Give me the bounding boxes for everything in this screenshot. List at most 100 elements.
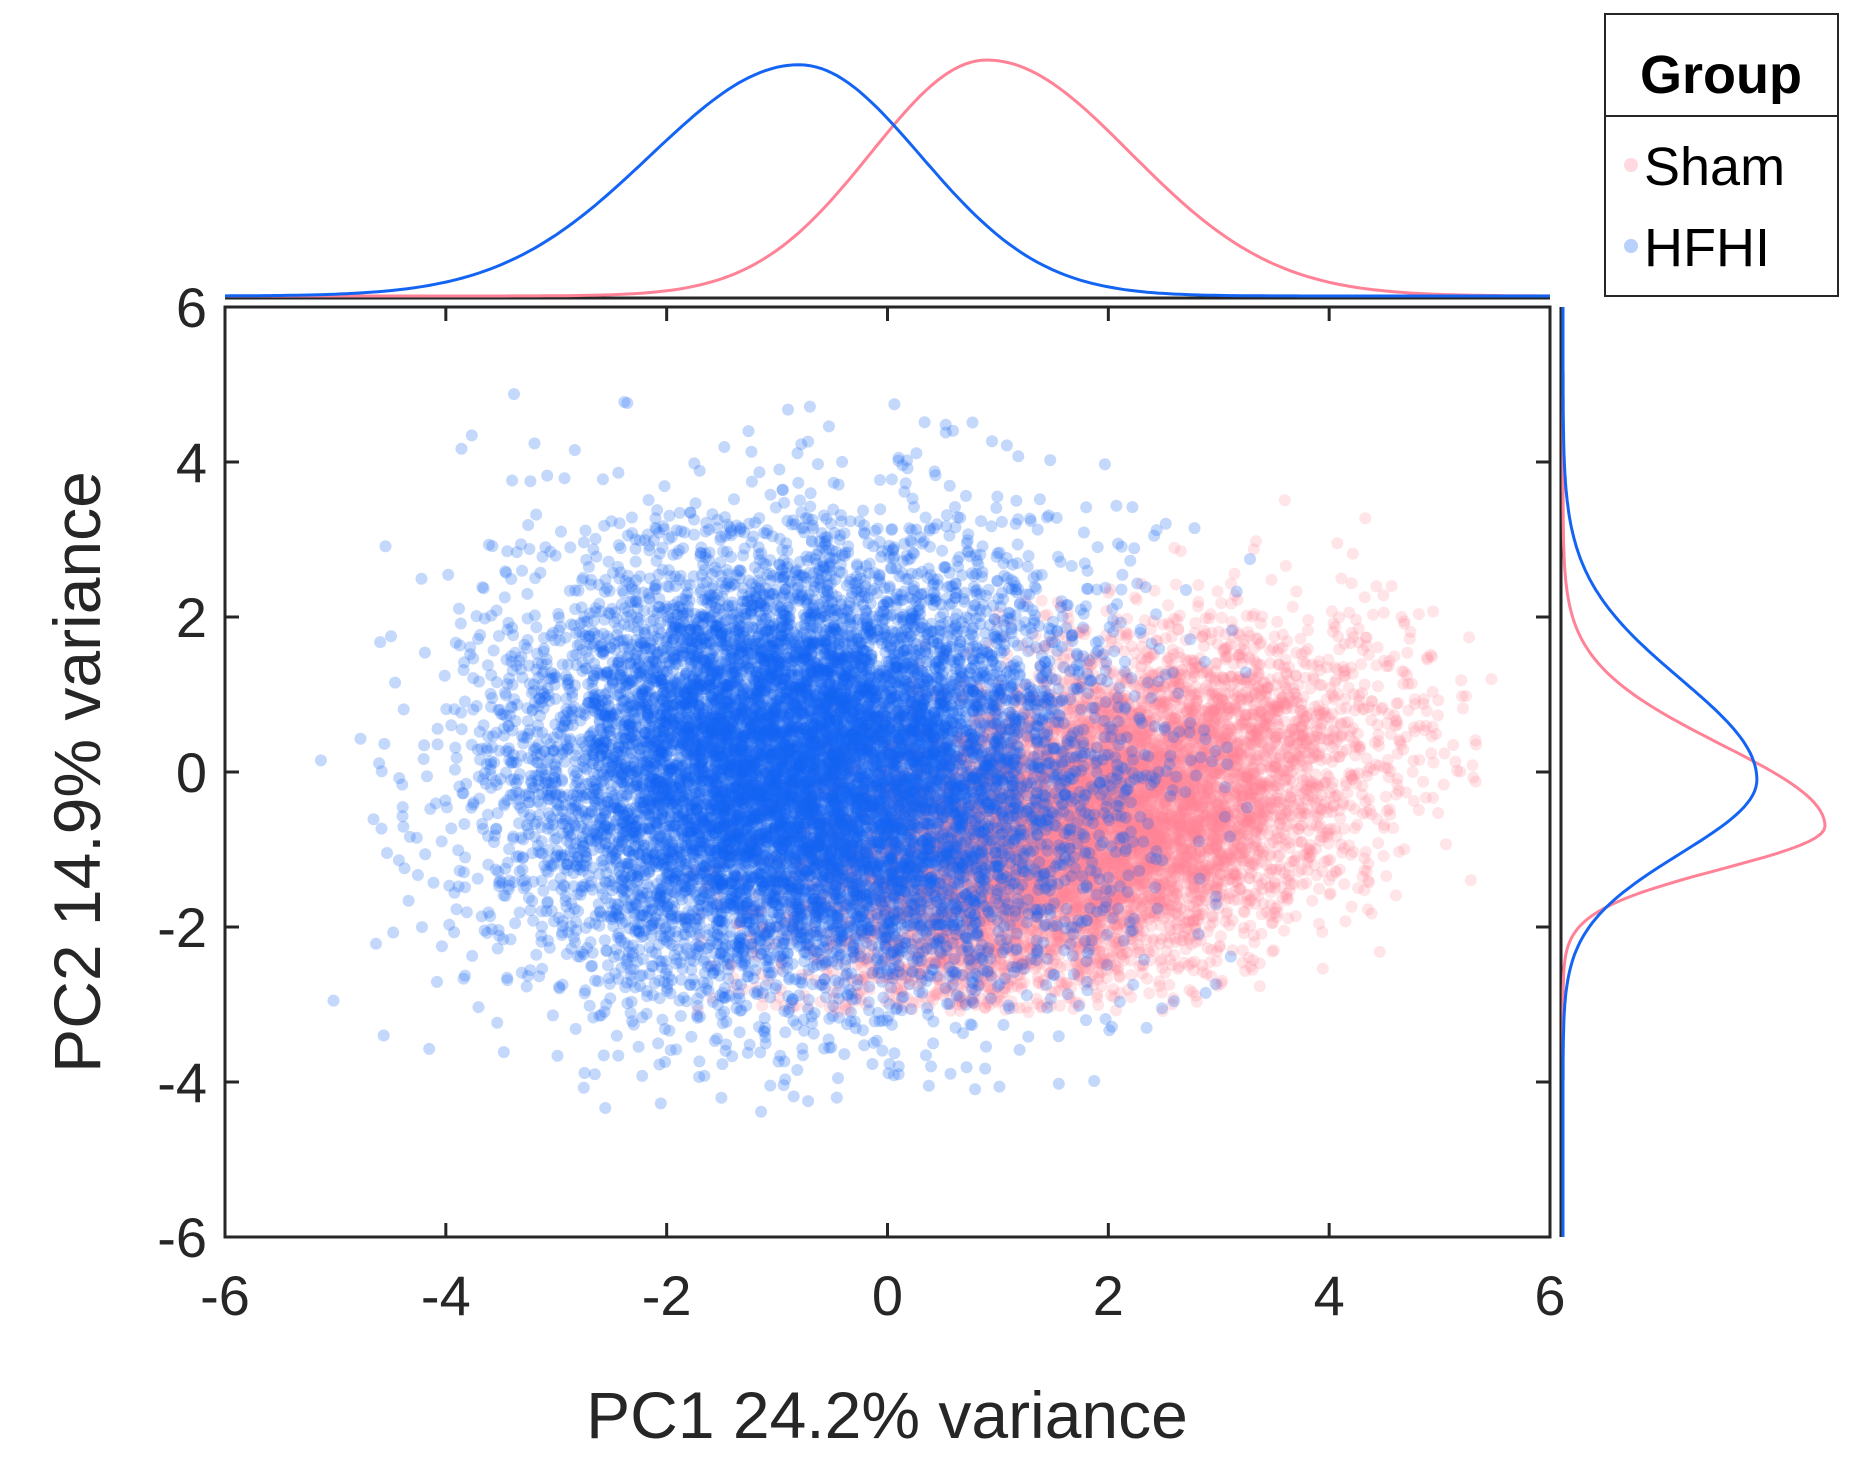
scatter-point <box>1113 762 1125 775</box>
scatter-point <box>1125 954 1138 967</box>
scatter-point <box>916 802 929 815</box>
scatter-point <box>1084 802 1096 815</box>
scatter-point <box>1265 573 1278 586</box>
scatter-point <box>1179 862 1192 875</box>
scatter-point <box>1170 784 1183 797</box>
scatter-point <box>1240 814 1253 827</box>
scatter-point <box>1431 709 1444 722</box>
scatter-point <box>999 831 1012 844</box>
scatter-point <box>1222 830 1235 843</box>
scatter-point <box>1437 778 1450 791</box>
scatter-point <box>1087 902 1100 915</box>
scatter-point <box>1194 826 1207 839</box>
scatter-point <box>1095 799 1108 812</box>
scatter-point <box>1035 594 1048 607</box>
scatter-point <box>1361 903 1374 916</box>
scatter-point <box>1069 927 1082 940</box>
scatter-point <box>1092 998 1105 1011</box>
scatter-point <box>1253 685 1266 698</box>
scatter-point <box>1191 832 1204 845</box>
scatter-point <box>1161 809 1174 821</box>
scatter-point <box>1127 865 1140 877</box>
scatter-point <box>1074 769 1087 782</box>
scatter-point <box>1216 671 1229 684</box>
scatter-point <box>1211 585 1224 598</box>
scatter-point <box>1204 919 1216 932</box>
scatter-point <box>980 786 992 799</box>
scatter-point <box>963 852 976 865</box>
scatter-point <box>1021 724 1033 737</box>
scatter-point <box>1108 701 1121 714</box>
scatter-point <box>1335 572 1348 585</box>
scatter-point <box>1147 841 1160 854</box>
scatter-point <box>1389 889 1402 902</box>
scatter-point <box>1398 843 1411 856</box>
scatter-point <box>1417 775 1430 788</box>
scatter-point <box>1157 889 1170 901</box>
scatter-point <box>1026 813 1039 826</box>
scatter-point <box>924 765 936 778</box>
scatter-point <box>1126 820 1138 833</box>
scatter-point <box>1329 676 1342 689</box>
scatter-point <box>1313 882 1325 895</box>
scatter-point <box>920 865 933 878</box>
scatter-point <box>1190 741 1202 754</box>
scatter-point <box>971 931 984 944</box>
scatter-point <box>1359 845 1372 858</box>
scatter-point <box>918 904 931 917</box>
scatter-point <box>1345 577 1358 590</box>
scatter-point <box>1017 799 1030 812</box>
scatter-point <box>1133 722 1146 735</box>
scatter-point <box>1466 759 1479 772</box>
scatter-point <box>1141 972 1154 985</box>
scatter-point <box>1222 783 1235 796</box>
scatter-point <box>1208 789 1221 802</box>
scatter-point <box>1058 774 1071 787</box>
scatter-point <box>1370 659 1383 672</box>
scatter-point <box>1205 863 1218 876</box>
scatter-point <box>1323 888 1336 901</box>
scatter-point <box>1348 822 1361 835</box>
scatter-point <box>1371 680 1384 693</box>
scatter-point <box>1191 833 1204 846</box>
scatter-point <box>1377 606 1390 619</box>
sham-scatter-points <box>677 494 1498 1019</box>
scatter-point <box>1040 871 1052 884</box>
scatter-point <box>1350 613 1362 626</box>
scatter-point <box>937 957 950 970</box>
scatter-point <box>1384 728 1397 741</box>
scatter-point <box>1306 894 1319 907</box>
scatter-point <box>1115 867 1128 880</box>
scatter-point <box>988 824 1000 837</box>
scatter-point <box>1372 739 1385 752</box>
scatter-point <box>1027 845 1040 858</box>
scatter-point <box>943 910 956 923</box>
scatter-point <box>1427 756 1440 769</box>
main-plot-frame <box>223 305 1552 1239</box>
scatter-point <box>1255 783 1268 796</box>
scatter-point <box>845 935 857 947</box>
scatter-point <box>982 777 994 790</box>
scatter-point <box>1182 768 1195 781</box>
scatter-point <box>1252 848 1265 861</box>
scatter-point <box>1072 788 1085 801</box>
scatter-point <box>1134 913 1147 926</box>
scatter-point <box>1113 777 1126 789</box>
scatter-point <box>1003 885 1016 898</box>
scatter-point <box>1383 655 1396 667</box>
scatter-point <box>1211 821 1224 834</box>
scatter-point <box>769 882 782 895</box>
scatter-point <box>1339 716 1352 729</box>
scatter-point <box>994 896 1007 909</box>
scatter-point <box>1201 882 1214 895</box>
scatter-point <box>982 966 995 979</box>
scatter-point <box>1320 768 1333 781</box>
scatter-point <box>975 953 988 966</box>
scatter-point <box>1120 730 1133 743</box>
scatter-point <box>1209 766 1222 779</box>
scatter-point <box>759 764 772 777</box>
scatter-point <box>1083 880 1095 893</box>
scatter-point <box>1020 783 1033 796</box>
scatter-point <box>1228 567 1241 580</box>
